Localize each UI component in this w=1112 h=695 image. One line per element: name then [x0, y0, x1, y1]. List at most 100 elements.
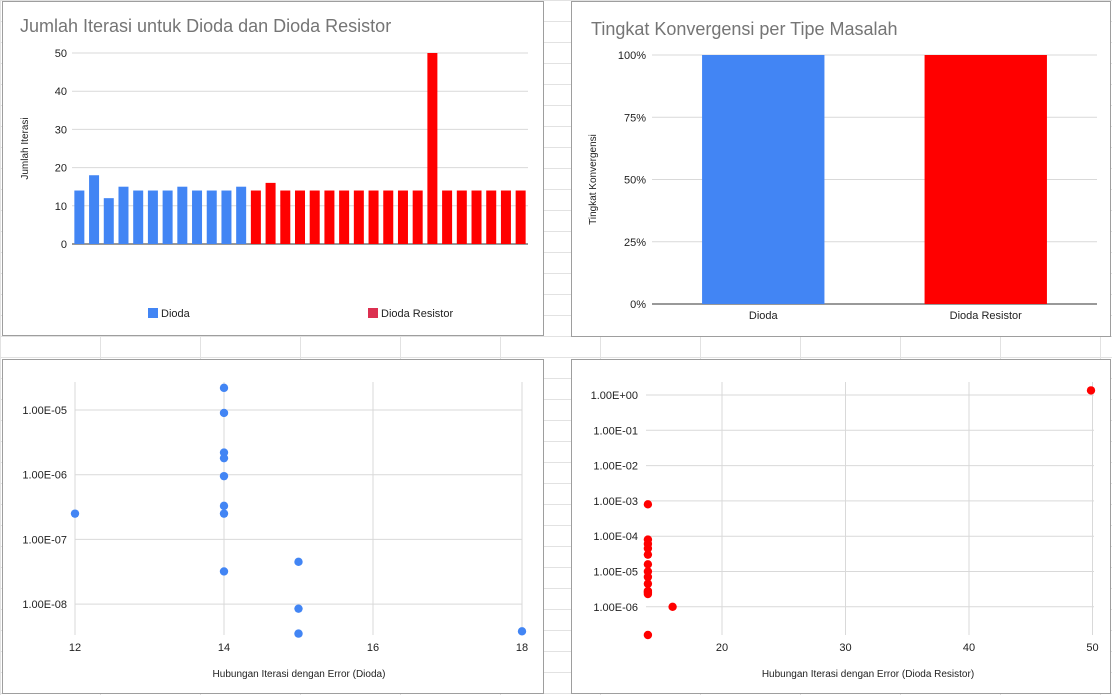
data-point — [294, 629, 303, 638]
convergence-bar-chart-plot: 0% 25% 50% 75% 100% Tingkat Konvergensi Dioda D… — [588, 50, 1097, 322]
chart-title: Jumlah Iterasi untuk Dioda dan Dioda Res… — [20, 16, 392, 36]
y-tick-label: 100% — [618, 50, 646, 62]
y-tick-label: 1.00E-06 — [22, 470, 67, 482]
y-tick-label: 75% — [624, 112, 646, 124]
y-tick-label: 1.00E-03 — [593, 496, 638, 508]
bar — [412, 190, 423, 244]
y-tick-label: 50 — [55, 48, 67, 60]
y-tick-label: 0% — [630, 299, 646, 311]
y-tick-label: 1.00E-08 — [22, 599, 67, 611]
data-point — [219, 509, 229, 518]
y-tick-label: 40 — [55, 86, 67, 98]
dioda-error-scatter-plot: 1.00E-05 1.00E-06 1.00E-07 1.00E-08 12 14 16 18… — [22, 382, 528, 680]
bar — [89, 175, 100, 244]
bar — [702, 55, 825, 304]
bar — [294, 190, 306, 244]
x-axis-label: Hubungan Iterasi dengan Error (Dioda Res… — [762, 669, 974, 680]
bar — [250, 190, 261, 244]
bar — [147, 190, 158, 244]
x-tick-label: Dioda Resistor — [950, 310, 1022, 322]
data-point — [219, 471, 229, 481]
y-tick-label: 10 — [55, 201, 67, 213]
y-tick-label: 1.00E-07 — [22, 534, 67, 546]
legend-label: Dioda Resistor — [381, 308, 453, 320]
data-point — [643, 572, 653, 582]
x-tick-label: 12 — [69, 642, 81, 654]
bar — [456, 190, 467, 244]
bar — [177, 186, 188, 244]
y-tick-label: 25% — [624, 237, 646, 249]
y-tick-label: 1.00E-04 — [593, 531, 638, 543]
y-tick-label: 1.00E-02 — [593, 461, 638, 473]
bar — [442, 190, 453, 244]
bar — [265, 182, 276, 244]
x-tick-label: 30 — [839, 642, 851, 654]
bar — [309, 190, 320, 244]
data-point — [219, 567, 229, 576]
iteration-bar-chart[interactable]: Jumlah Iterasi untuk Dioda dan Dioda Res… — [2, 1, 544, 336]
bar — [471, 190, 482, 244]
y-tick-label: 50% — [624, 175, 646, 187]
x-tick-label: Dioda — [749, 310, 779, 322]
data-point — [219, 501, 229, 511]
dioda-resistor-error-scatter-chart[interactable]: 1.00E+00 1.00E-01 1.00E-02 1.00E-03 1.00E-04… — [571, 359, 1111, 694]
x-axis-label: Hubungan Iterasi dengan Error (Dioda) — [213, 669, 386, 680]
y-tick-label: 20 — [55, 163, 67, 175]
bar — [427, 53, 438, 244]
x-tick-label: 20 — [716, 642, 728, 654]
iteration-bar-chart-plot: 0 10 20 30 40 50 Jumlah Iterasi Dioda Dioda Resi… — [20, 48, 528, 320]
data-point — [643, 544, 653, 553]
x-tick-label: 16 — [367, 642, 379, 654]
data-point — [294, 557, 303, 567]
y-axis-label: Jumlah Iterasi — [20, 117, 31, 179]
y-tick-label: 1.00E-05 — [22, 405, 67, 417]
x-tick-label: 18 — [516, 642, 528, 654]
data-point — [643, 550, 653, 559]
bar — [74, 190, 85, 244]
y-tick-label: 1.00E-05 — [593, 567, 638, 579]
convergence-bar-chart[interactable]: Tingkat Konvergensi per Tipe Masalah 0% 2… — [571, 1, 1111, 337]
bar — [280, 190, 291, 244]
bar — [353, 190, 364, 244]
data-point — [643, 630, 653, 640]
bar — [397, 190, 408, 244]
bar — [383, 190, 394, 244]
legend-label: Dioda — [161, 308, 191, 320]
bar — [924, 55, 1047, 304]
legend-swatch — [148, 308, 158, 318]
bar — [324, 190, 335, 244]
y-tick-label: 1.00E+00 — [591, 390, 638, 402]
bar — [339, 190, 350, 244]
data-point — [219, 453, 229, 463]
bar — [133, 190, 144, 244]
bar — [221, 190, 232, 244]
dioda-error-scatter-chart[interactable]: 1.00E-05 1.00E-06 1.00E-07 1.00E-08 12 14 16 18… — [2, 359, 544, 694]
data-point — [1086, 386, 1096, 395]
x-tick-label: 14 — [218, 642, 230, 654]
data-point — [668, 602, 677, 611]
y-tick-label: 1.00E-06 — [593, 602, 638, 614]
bar — [486, 190, 497, 244]
bar — [192, 190, 203, 244]
y-tick-label: 1.00E-01 — [593, 425, 638, 437]
chart-title: Tingkat Konvergensi per Tipe Masalah — [591, 19, 898, 39]
data-point — [294, 604, 303, 613]
data-point — [643, 500, 653, 509]
data-point — [70, 509, 80, 518]
legend-swatch — [368, 308, 378, 318]
bar — [368, 190, 379, 244]
bar — [103, 198, 114, 244]
bar — [515, 190, 526, 244]
data-point — [643, 579, 653, 588]
bar — [236, 186, 247, 244]
data-point — [219, 383, 229, 393]
data-point — [643, 587, 653, 597]
y-tick-label: 30 — [55, 124, 67, 136]
dioda-resistor-error-scatter-plot: 1.00E+00 1.00E-01 1.00E-02 1.00E-03 1.00E-04… — [591, 382, 1099, 680]
bar — [206, 190, 217, 244]
bar — [162, 190, 173, 244]
y-tick-label: 0 — [61, 239, 67, 251]
bar — [500, 190, 511, 244]
data-point — [517, 627, 527, 636]
y-axis-label: Tingkat Konvergensi — [588, 134, 599, 225]
